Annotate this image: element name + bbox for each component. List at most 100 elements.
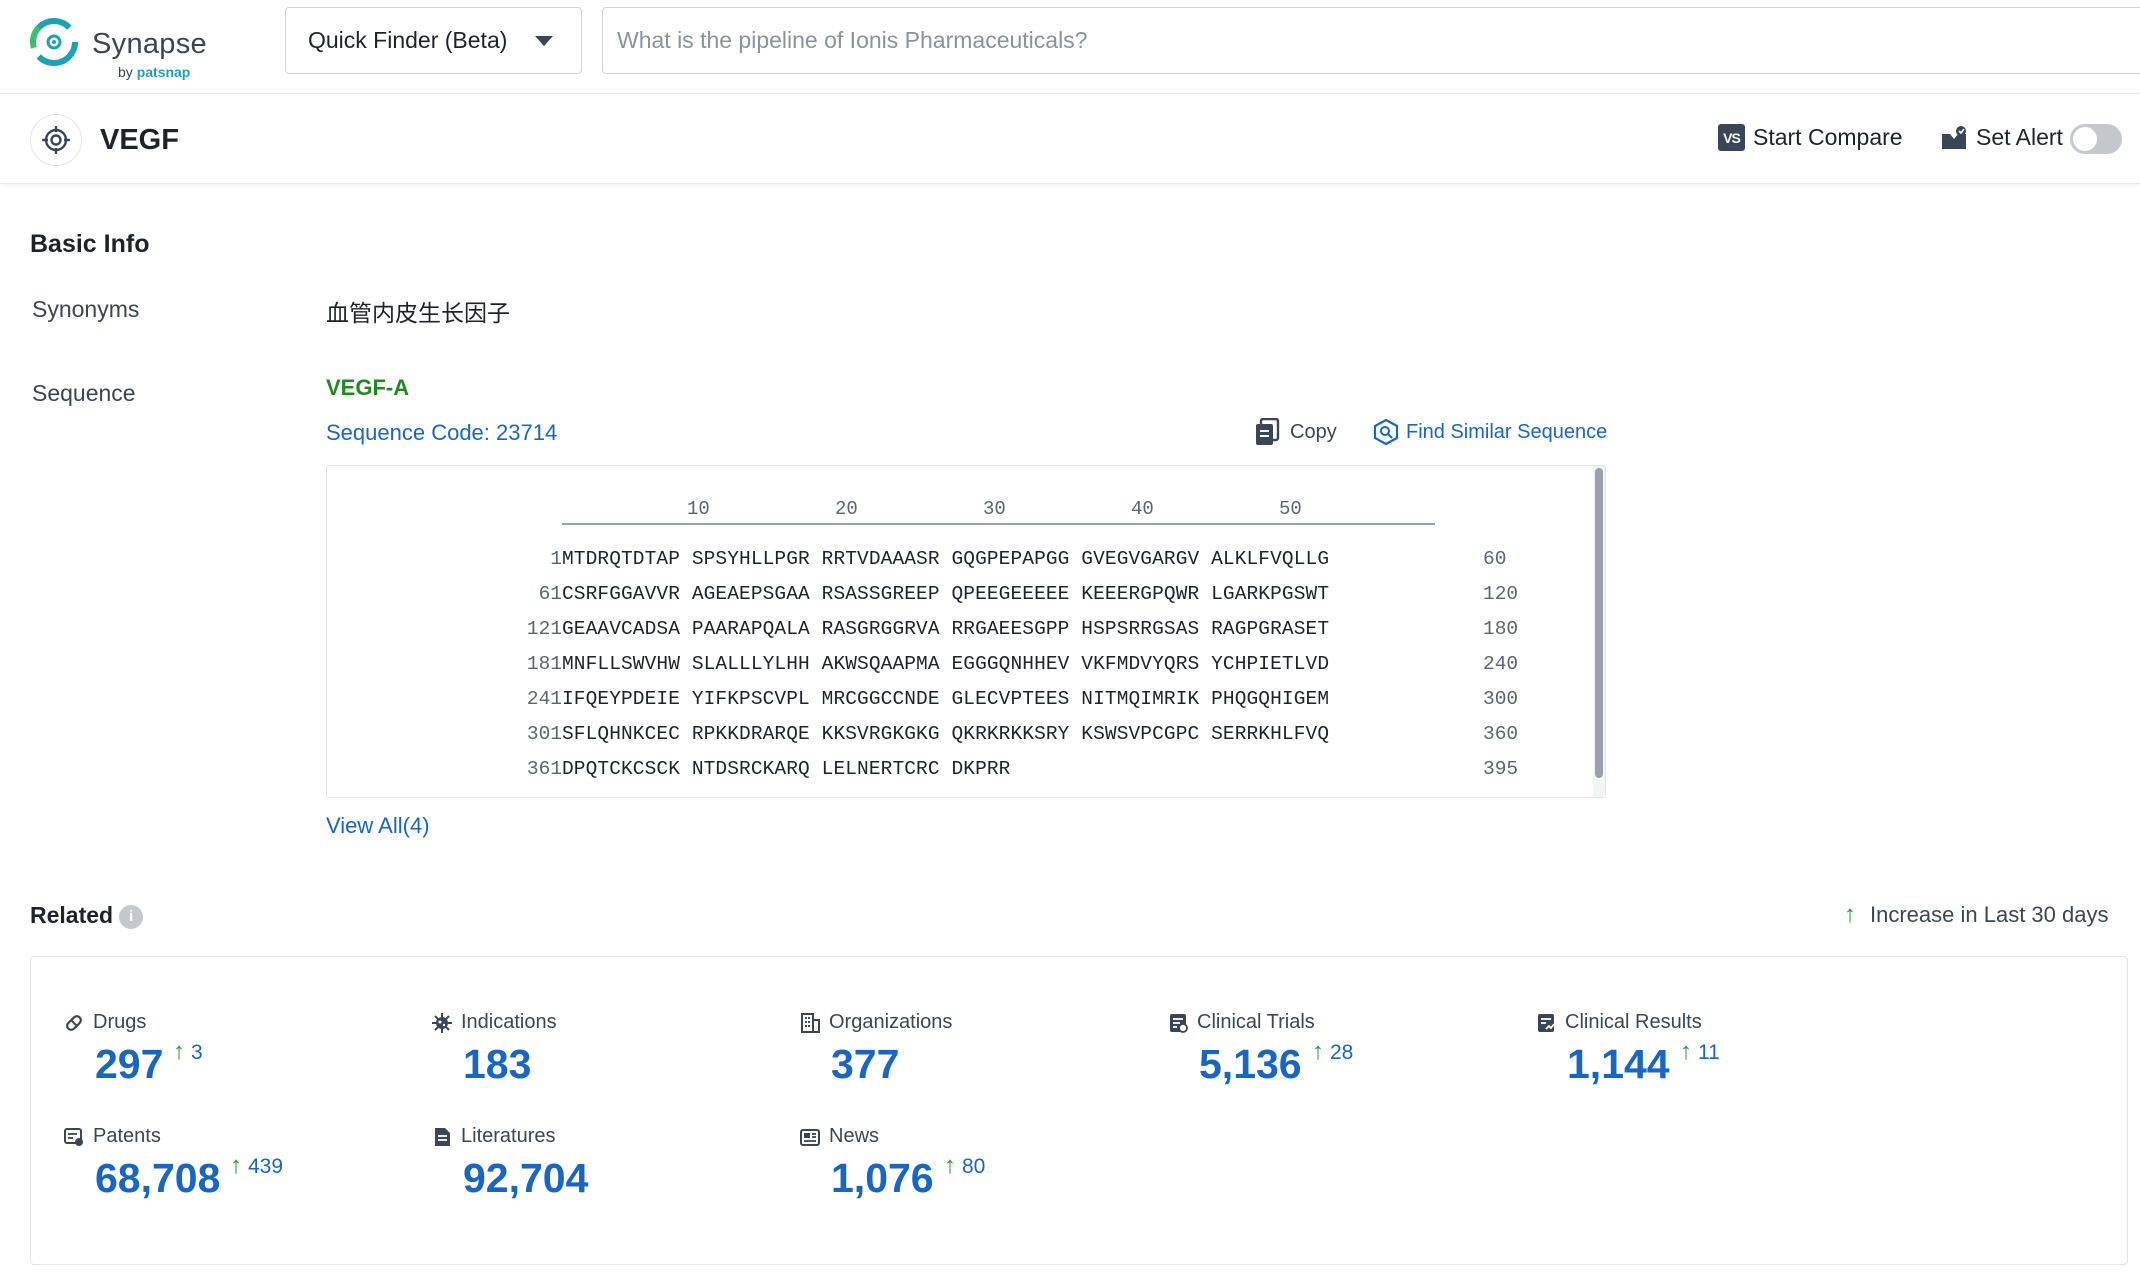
ruler-tick: 10 <box>687 498 710 520</box>
stat-label: Literatures <box>461 1125 556 1148</box>
increase-value: 80 <box>962 1155 985 1179</box>
logo-title: Synapse <box>92 28 207 61</box>
entity-title-bar: VEGF VS Start Compare Set Alert <box>0 94 2140 184</box>
row-end: 120 <box>1483 583 1518 605</box>
stat-increase[interactable]: ↑3 <box>173 1041 203 1065</box>
stat-increase[interactable]: ↑ 80 <box>944 1155 985 1179</box>
row-end: 360 <box>1483 723 1518 745</box>
stat-value[interactable]: 5,136 <box>1199 1041 1302 1088</box>
increase-value: 11 <box>1698 1041 1720 1065</box>
row-end: 395 <box>1483 758 1518 780</box>
stat-increase[interactable]: ↑28 <box>1312 1041 1353 1065</box>
arrow-up-icon: ↑ <box>1312 1041 1324 1063</box>
target-icon <box>30 114 82 166</box>
quick-finder-label: Quick Finder (Beta) <box>308 27 507 54</box>
ruler-line <box>562 523 1435 525</box>
sequence-row: 241 IFQEYPDEIE YIFKPSCVPL MRCGGCCNDE GLE… <box>327 688 1587 723</box>
stat-increase[interactable]: ↑ 11 <box>1680 1041 1720 1065</box>
set-alert-label: Set Alert <box>1976 124 2063 151</box>
set-alert-button[interactable]: Set Alert <box>1940 124 2063 151</box>
stat-value[interactable]: 92,704 <box>463 1155 588 1202</box>
row-end: 300 <box>1483 688 1518 710</box>
logo-brand: patsnap <box>137 64 191 80</box>
stat-increase[interactable]: ↑439 <box>230 1155 283 1179</box>
sequence-code-link[interactable]: Sequence Code: 23714 <box>326 420 557 446</box>
arrow-up-icon: ↑ <box>944 1155 956 1177</box>
stat-value[interactable]: 183 <box>463 1041 531 1088</box>
stat-value[interactable]: 1,144 <box>1567 1041 1670 1088</box>
stat-label: Drugs <box>93 1011 146 1034</box>
sequence-row: 181 MNFLLSWVHW SLALLLYLHH AKWSQAAPMA EGG… <box>327 653 1587 688</box>
stat-patents[interactable]: Patents 68,708 ↑439 <box>31 1125 371 1225</box>
row-end: 180 <box>1483 618 1518 640</box>
stat-drugs[interactable]: Drugs 297 ↑3 <box>31 1011 371 1111</box>
sequence-label: Sequence <box>32 380 136 407</box>
start-compare-label: Start Compare <box>1753 124 1903 151</box>
clipboard-icon <box>1167 1012 1189 1034</box>
find-similar-sequence-button[interactable]: Find Similar Sequence <box>1372 418 1607 446</box>
info-icon[interactable]: i <box>119 905 143 929</box>
related-title: Related <box>30 902 113 928</box>
stat-literatures[interactable]: Literatures 92,704 <box>399 1125 739 1225</box>
row-residues: CSRFGGAVVR AGEAEPSGAA RSASSGREEP QPEEGEE… <box>562 583 1329 605</box>
sequence-scrollbar[interactable] <box>1593 466 1605 798</box>
stat-news[interactable]: News 1,076 ↑ 80 <box>767 1125 1107 1225</box>
alert-toggle[interactable] <box>2070 124 2122 154</box>
related-title-row: Relatedi <box>30 902 143 929</box>
ruler-tick: 30 <box>983 498 1006 520</box>
row-end: 60 <box>1483 548 1506 570</box>
row-start: 361 <box>527 758 562 780</box>
synapse-logo[interactable]: Synapse by patsnap <box>28 14 228 80</box>
patent-icon <box>63 1126 85 1148</box>
synonyms-value: 血管内皮生长因子 <box>326 294 510 328</box>
ruler-tick: 40 <box>1131 498 1154 520</box>
row-start: 181 <box>527 653 562 675</box>
caret-down-icon <box>535 36 553 46</box>
arrow-up-icon: ↑ <box>1680 1041 1692 1063</box>
stat-clinical-results[interactable]: Clinical Results 1,144 ↑ 11 <box>1503 1011 1843 1111</box>
row-residues: MTDRQTDTAP SPSYHLLPGR RRTVDAAASR GQGPEPA… <box>562 548 1329 570</box>
stat-value[interactable]: 68,708 <box>95 1155 220 1202</box>
logo-subtitle: by patsnap <box>118 64 190 80</box>
logo-by: by <box>118 64 133 80</box>
stat-value[interactable]: 1,076 <box>831 1155 934 1202</box>
copy-button[interactable]: Copy <box>1254 418 1337 446</box>
row-residues: GEAAVCADSA PAARAPQALA RASGRGGRVA RRGAEES… <box>562 618 1329 640</box>
arrow-up-icon: ↑ <box>1844 904 1856 926</box>
start-compare-button[interactable]: VS Start Compare <box>1718 124 1903 151</box>
stat-label: Patents <box>93 1125 161 1148</box>
stat-header: Drugs <box>63 1011 146 1034</box>
similar-sequence-icon <box>1372 418 1400 446</box>
view-all-sequences-link[interactable]: View All(4) <box>326 813 430 839</box>
ruler-tick: 20 <box>835 498 858 520</box>
compare-icon: VS <box>1718 124 1745 151</box>
sequence-row: 121 GEAAVCADSA PAARAPQALA RASGRGGRVA RRG… <box>327 618 1587 653</box>
toggle-knob <box>2073 127 2097 151</box>
synonyms-label: Synonyms <box>32 296 139 323</box>
stat-organizations[interactable]: Organizations 377 <box>767 1011 1107 1111</box>
row-residues: SFLQHNKCEC RPKKDRARQE KKSVRGKGKG QKRKRKK… <box>562 723 1329 745</box>
virus-icon <box>431 1012 453 1034</box>
stat-clinical-trials[interactable]: Clinical Trials 5,136 ↑28 <box>1135 1011 1475 1111</box>
stat-label: Indications <box>461 1011 557 1034</box>
stat-value[interactable]: 297 <box>95 1041 163 1088</box>
stat-header: Organizations <box>799 1011 952 1034</box>
increase-value: 3 <box>191 1041 203 1065</box>
row-residues: MNFLLSWVHW SLALLLYLHH AKWSQAAPMA EGGGQNH… <box>562 653 1329 675</box>
row-start: 1 <box>550 548 562 570</box>
stat-indications[interactable]: Indications 183 <box>399 1011 739 1111</box>
sequence-viewer[interactable]: 10 20 30 40 50 1 MTDRQTDTAP SPSYHLLPGR R… <box>326 465 1606 798</box>
stat-label: News <box>829 1125 879 1148</box>
document-icon <box>431 1126 453 1148</box>
synapse-logo-icon <box>28 16 80 68</box>
stat-header: Clinical Results <box>1535 1011 1702 1034</box>
quick-finder-dropdown[interactable]: Quick Finder (Beta) <box>285 7 582 74</box>
stat-value[interactable]: 377 <box>831 1041 899 1088</box>
scrollbar-thumb[interactable] <box>1595 468 1603 778</box>
copy-label: Copy <box>1290 421 1337 444</box>
search-input[interactable] <box>602 7 2140 74</box>
row-start: 61 <box>539 583 562 605</box>
sequence-ruler: 10 20 30 40 50 <box>327 498 1606 522</box>
row-start: 301 <box>527 723 562 745</box>
stat-header: News <box>799 1125 879 1148</box>
